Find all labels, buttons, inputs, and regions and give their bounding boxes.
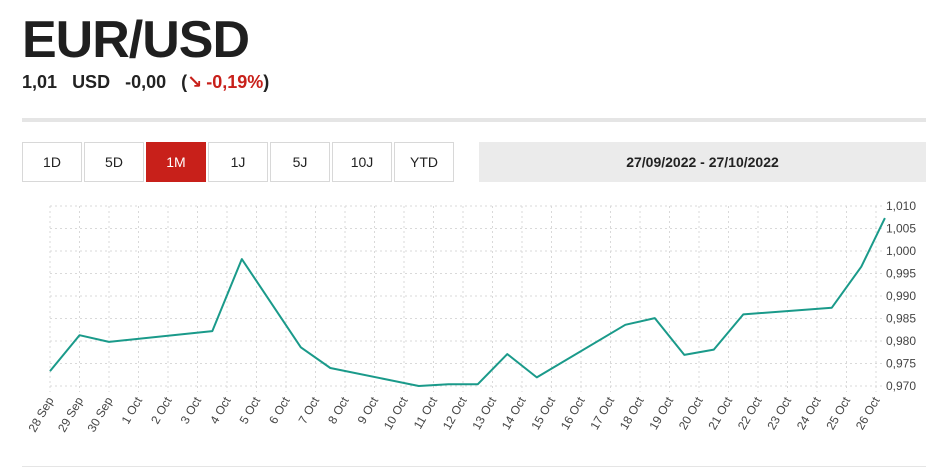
x-tick-label: 13 Oct (469, 394, 499, 432)
x-tick-label: 21 Oct (705, 394, 735, 432)
paren-close: ) (263, 72, 270, 92)
y-tick-label: 0,970 (886, 379, 916, 393)
tab-ytd[interactable]: YTD (394, 142, 454, 182)
absolute-change: -0,00 (125, 72, 167, 92)
tab-1m[interactable]: 1M (146, 142, 206, 182)
x-tick-label: 10 Oct (381, 394, 411, 432)
tab-1d[interactable]: 1D (22, 142, 82, 182)
chart-bottom-divider (22, 466, 926, 467)
tab-5d[interactable]: 5D (84, 142, 144, 182)
y-tick-label: 0,995 (886, 267, 916, 281)
x-tick-label: 29 Sep (55, 394, 86, 434)
quote-line: 1,01 USD -0,00 (↘ -0,19%) (22, 72, 269, 93)
x-tick-label: 3 Oct (178, 394, 205, 426)
x-tick-label: 6 Oct (266, 394, 293, 426)
header-divider (22, 118, 926, 122)
x-tick-label: 28 Sep (25, 394, 56, 434)
x-tick-label: 7 Oct (296, 394, 323, 426)
y-tick-label: 1,005 (886, 222, 916, 236)
paren-open: ( (181, 72, 188, 92)
period-tabs: 1D 5D 1M 1J 5J 10J YTD (22, 142, 454, 182)
instrument-title: EUR/USD (22, 11, 250, 69)
y-tick-label: 1,010 (886, 199, 916, 213)
x-tick-label: 23 Oct (764, 394, 794, 432)
x-tick-label: 22 Oct (735, 394, 765, 432)
trend-down-icon: ↘ (187, 72, 203, 92)
y-tick-label: 0,990 (886, 289, 916, 303)
x-tick-label: 16 Oct (558, 394, 588, 432)
percent-change: -0,19% (206, 72, 264, 92)
x-tick-label: 1 Oct (119, 394, 146, 426)
x-tick-label: 2 Oct (148, 394, 175, 426)
x-tick-label: 15 Oct (528, 394, 558, 432)
x-tick-label: 9 Oct (355, 394, 382, 426)
x-tick-label: 12 Oct (440, 394, 470, 432)
tab-5j[interactable]: 5J (270, 142, 330, 182)
tab-1j[interactable]: 1J (208, 142, 268, 182)
last-price: 1,01 (22, 72, 58, 92)
currency-label: USD (72, 72, 111, 92)
y-tick-label: 1,000 (886, 244, 916, 258)
x-tick-label: 30 Sep (84, 394, 115, 434)
x-tick-label: 4 Oct (207, 394, 234, 426)
x-tick-label: 17 Oct (587, 394, 617, 432)
y-tick-label: 0,975 (886, 357, 916, 371)
x-tick-label: 26 Oct (853, 394, 883, 432)
x-tick-label: 24 Oct (794, 394, 824, 432)
date-range-display[interactable]: 27/09/2022 - 27/10/2022 (479, 142, 926, 182)
x-tick-label: 14 Oct (499, 394, 529, 432)
x-tick-label: 25 Oct (823, 394, 853, 432)
x-tick-label: 11 Oct (411, 394, 441, 431)
x-tick-label: 8 Oct (325, 394, 352, 426)
series-line (49, 217, 886, 387)
tab-10j[interactable]: 10J (332, 142, 392, 182)
x-tick-label: 19 Oct (646, 394, 676, 432)
x-tick-label: 18 Oct (617, 394, 647, 432)
x-tick-label: 5 Oct (237, 394, 264, 426)
x-tick-label: 20 Oct (676, 394, 706, 432)
y-tick-label: 0,980 (886, 334, 916, 348)
y-tick-label: 0,985 (886, 312, 916, 326)
